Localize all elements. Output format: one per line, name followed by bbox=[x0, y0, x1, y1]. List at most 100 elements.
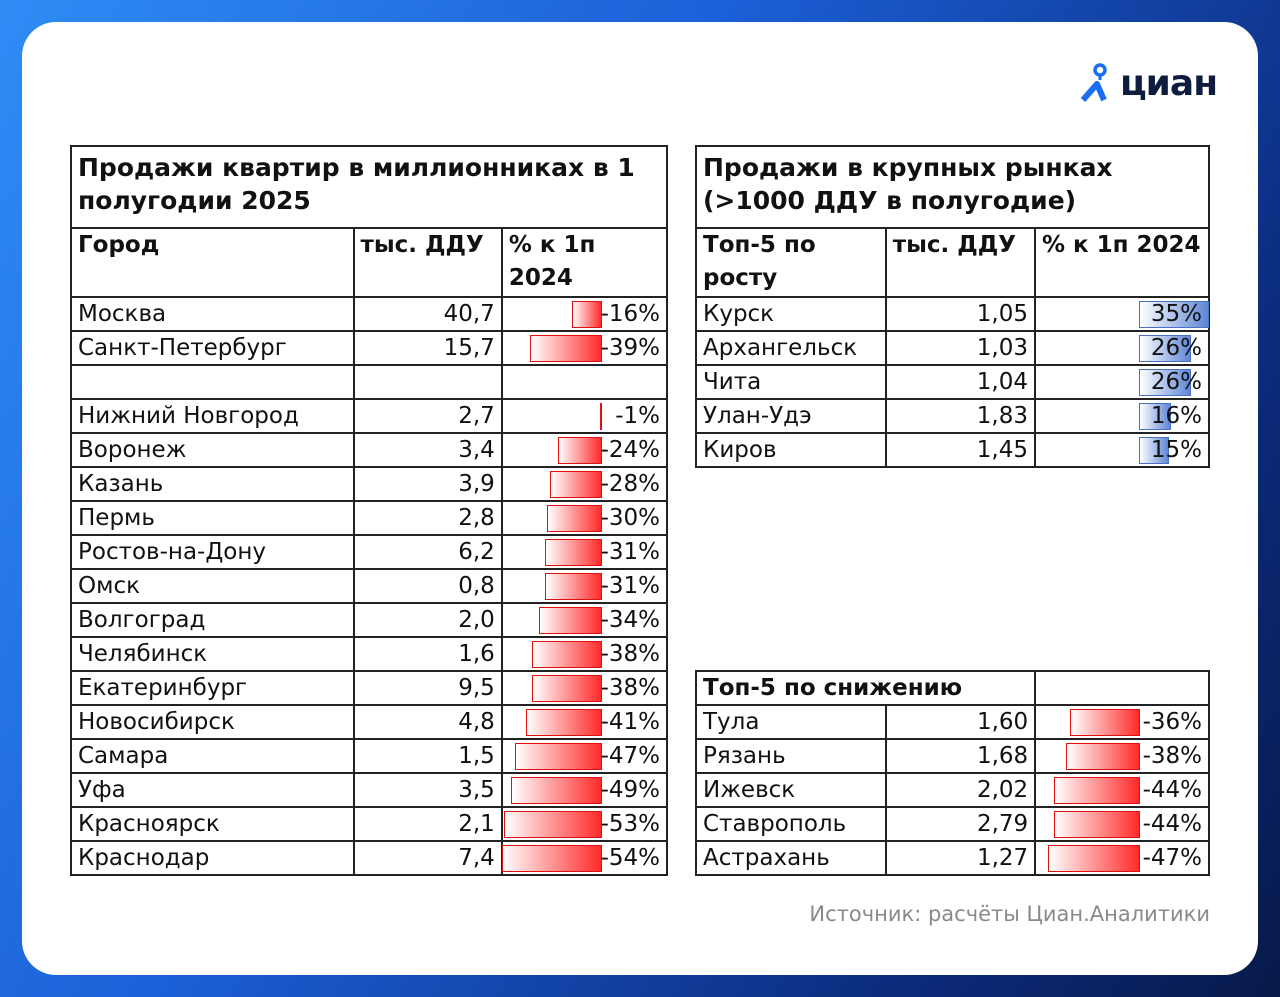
table-row: Киров 1,45 15% bbox=[695, 432, 1211, 468]
decline-bar bbox=[544, 573, 602, 600]
pct-cell: -38% bbox=[1034, 738, 1210, 774]
pct-label: -34% bbox=[600, 607, 660, 633]
city-cell: Чита bbox=[695, 364, 887, 400]
pct-label: -38% bbox=[600, 675, 660, 701]
pct-label: -1% bbox=[615, 403, 660, 429]
value-cell: 3,4 bbox=[352, 432, 503, 468]
pct-cell: -31% bbox=[500, 568, 669, 604]
table-row: Воронеж 3,4 -24% bbox=[70, 432, 669, 468]
decline-bar bbox=[529, 335, 602, 362]
table-title: Продажи в крупных рынках (>1000 ДДУ в по… bbox=[695, 145, 1210, 229]
city-cell: Ижевск bbox=[695, 772, 887, 808]
pct-label: -31% bbox=[600, 539, 660, 565]
pct-cell: 26% bbox=[1033, 364, 1211, 400]
city-cell: Нижний Новгород bbox=[70, 398, 355, 434]
value-cell: 2,79 bbox=[884, 806, 1037, 842]
value-cell: 6,2 bbox=[352, 534, 503, 570]
source-note: Источник: расчёты Циан.Аналитики bbox=[809, 902, 1210, 926]
city-cell: Омск bbox=[70, 568, 355, 604]
pct-cell: -44% bbox=[1034, 772, 1210, 808]
value-cell: 1,5 bbox=[352, 738, 503, 774]
pct-label: -39% bbox=[600, 335, 660, 361]
value-cell: 40,7 bbox=[352, 296, 503, 332]
table-title: Продажи квартир в миллионниках в 1 полуг… bbox=[70, 145, 668, 229]
pct-label: -24% bbox=[600, 437, 660, 463]
pct-cell: -24% bbox=[500, 432, 669, 468]
value-cell: 1,83 bbox=[884, 398, 1036, 434]
city-cell: Тула bbox=[695, 704, 887, 740]
table-row: Санкт-Петербург 15,7 -39% bbox=[70, 330, 669, 366]
pct-cell: -38% bbox=[500, 670, 669, 706]
pct-cell: -53% bbox=[500, 806, 669, 842]
empty-cell bbox=[1034, 670, 1210, 706]
decline-bar bbox=[531, 675, 602, 702]
city-cell bbox=[70, 364, 355, 400]
pct-cell: -39% bbox=[500, 330, 669, 366]
table-row: Челябинск 1,6 -38% bbox=[70, 636, 669, 672]
city-cell: Новосибирск bbox=[70, 704, 355, 740]
city-cell: Санкт-Петербург bbox=[70, 330, 355, 366]
pct-cell: -34% bbox=[500, 602, 669, 638]
value-cell: 1,05 bbox=[884, 296, 1036, 332]
col-header-city: Топ-5 по росту bbox=[695, 227, 887, 298]
pct-label: -44% bbox=[1142, 811, 1202, 837]
decline-bar bbox=[600, 403, 602, 430]
pct-cell: -54% bbox=[500, 840, 669, 876]
pct-cell: -41% bbox=[500, 704, 669, 740]
col-header-pct: % к 1п 2024 bbox=[500, 227, 669, 298]
value-cell: 1,27 bbox=[884, 840, 1037, 876]
value-cell: 0,8 bbox=[352, 568, 503, 604]
pct-label: -53% bbox=[600, 811, 660, 837]
pct-label: -47% bbox=[600, 743, 660, 769]
pct-cell: -16% bbox=[500, 296, 669, 332]
value-cell: 2,7 bbox=[352, 398, 503, 434]
city-cell: Пермь bbox=[70, 500, 355, 536]
table-row: Казань 3,9 -28% bbox=[70, 466, 669, 502]
pct-label: -54% bbox=[600, 845, 660, 871]
value-cell: 3,5 bbox=[352, 772, 503, 808]
value-cell: 2,1 bbox=[352, 806, 503, 842]
value-cell: 1,45 bbox=[884, 432, 1036, 468]
value-cell: 1,03 bbox=[884, 330, 1036, 366]
pct-cell: -36% bbox=[1034, 704, 1210, 740]
table-row: Самара 1,5 -47% bbox=[70, 738, 669, 774]
growth-bar bbox=[1138, 369, 1191, 396]
decline-bar bbox=[1065, 743, 1140, 770]
table-row bbox=[70, 364, 669, 400]
decline-bar bbox=[515, 743, 602, 770]
table-row: Красноярск 2,1 -53% bbox=[70, 806, 669, 842]
city-cell: Москва bbox=[70, 296, 355, 332]
pct-label: -38% bbox=[600, 641, 660, 667]
table-row: Тула 1,60 -36% bbox=[695, 704, 1210, 740]
table-row: Улан-Удэ 1,83 16% bbox=[695, 398, 1211, 434]
decline-bar bbox=[544, 539, 602, 566]
decline-bar bbox=[1054, 811, 1140, 838]
pct-cell: 16% bbox=[1033, 398, 1211, 434]
pct-label: -28% bbox=[600, 471, 660, 497]
value-cell: 2,0 bbox=[352, 602, 503, 638]
growth-bar bbox=[1138, 403, 1171, 430]
decline-bar bbox=[1048, 845, 1140, 872]
table-row: Омск 0,8 -31% bbox=[70, 568, 669, 604]
city-cell: Улан-Удэ bbox=[695, 398, 887, 434]
decline-bar bbox=[539, 607, 602, 634]
value-cell: 9,5 bbox=[352, 670, 503, 706]
decline-table: Топ-5 по снижению Тула 1,60 -36% Рязань 1… bbox=[694, 670, 1210, 876]
table-row: Рязань 1,68 -38% bbox=[695, 738, 1210, 774]
city-cell: Казань bbox=[70, 466, 355, 502]
value-cell: 1,60 bbox=[884, 704, 1037, 740]
decline-bar bbox=[531, 641, 602, 668]
pct-cell: -49% bbox=[500, 772, 669, 808]
city-cell: Уфа bbox=[70, 772, 355, 808]
table-row: Ставрополь 2,79 -44% bbox=[695, 806, 1210, 842]
value-cell: 15,7 bbox=[352, 330, 503, 366]
city-cell: Челябинск bbox=[70, 636, 355, 672]
city-cell: Ставрополь bbox=[695, 806, 887, 842]
city-cell: Курск bbox=[695, 296, 887, 332]
decline-bar bbox=[550, 471, 602, 498]
city-cell: Краснодар bbox=[70, 840, 355, 876]
decline-bar bbox=[511, 777, 602, 804]
decline-bar bbox=[546, 505, 602, 532]
col-header-value: тыс. ДДУ bbox=[884, 227, 1036, 298]
table-title: Топ-5 по снижению bbox=[694, 670, 1037, 706]
